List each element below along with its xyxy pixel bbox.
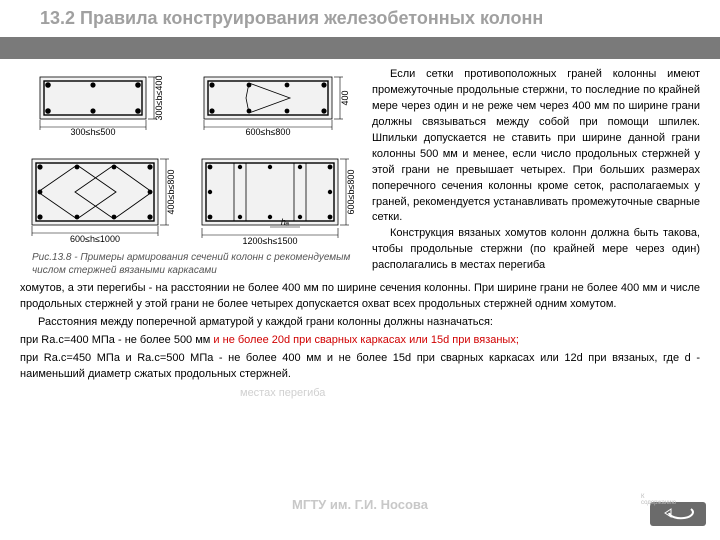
svg-text:300≤h≤500: 300≤h≤500 bbox=[71, 127, 116, 137]
diagram-2: 600≤h≤800 400 bbox=[200, 73, 360, 137]
back-arrow-icon bbox=[661, 505, 695, 523]
figure-caption: Рис.13.8 - Примеры армирования сечений к… bbox=[32, 251, 360, 277]
section-title: 13.2 Правила конструирования железобетон… bbox=[0, 0, 720, 37]
watermark-text: местах перегиба bbox=[240, 387, 325, 399]
line-a: при Ra.c=400 МПа - не более 500 мм и не … bbox=[20, 333, 700, 349]
footer-org: МГТУ им. Г.И. Носова bbox=[0, 497, 720, 512]
back-button-label: К содержанию bbox=[641, 494, 676, 506]
back-button[interactable]: К содержанию bbox=[650, 502, 706, 526]
paragraph-3: Расстояния между поперечной арматурой у … bbox=[20, 315, 700, 331]
header-bar bbox=[0, 37, 720, 59]
figure-column: 300≤h≤500 300≤b≤400 bbox=[20, 67, 360, 281]
continuation-a: хомутов, а эти перегибы - на расстоянии … bbox=[20, 281, 700, 313]
svg-text:400≤b≤800: 400≤b≤800 bbox=[166, 170, 176, 215]
diagram-1: 300≤h≤500 300≤b≤400 bbox=[26, 73, 186, 137]
line-a-red: и не более 20d при сварных каркасах или … bbox=[213, 334, 518, 346]
svg-text:1200≤h≤1500: 1200≤h≤1500 bbox=[243, 236, 298, 245]
diagram-grid: 300≤h≤500 300≤b≤400 bbox=[26, 73, 360, 245]
paragraph-1: Если сетки противоположных граней колонн… bbox=[372, 67, 700, 226]
svg-text:600≤h≤800: 600≤h≤800 bbox=[246, 127, 291, 137]
diagram-3: 600≤h≤1000 400≤b≤800 bbox=[26, 155, 186, 245]
line-a-pre: при Ra.c=400 МПа - не более 500 мм bbox=[20, 334, 213, 346]
svg-text:400: 400 bbox=[340, 90, 350, 105]
svg-text:600≤h≤1000: 600≤h≤1000 bbox=[70, 234, 120, 244]
text-column: Если сетки противоположных граней колонн… bbox=[372, 67, 700, 274]
full-width-text: хомутов, а эти перегибы - на расстоянии … bbox=[20, 281, 700, 383]
diagram-4: hₐ 1200≤h≤1500 600≤b≤800 bbox=[200, 155, 360, 245]
paragraph-2: Конструкция вязаных хомутов колонн должн… bbox=[372, 226, 700, 274]
svg-text:300≤b≤400: 300≤b≤400 bbox=[154, 76, 164, 121]
svg-text:hₐ: hₐ bbox=[281, 217, 289, 227]
line-b: при Ra.c=450 МПа и Ra.c=500 МПа - не бол… bbox=[20, 351, 700, 383]
svg-text:600≤b≤800: 600≤b≤800 bbox=[346, 170, 356, 215]
